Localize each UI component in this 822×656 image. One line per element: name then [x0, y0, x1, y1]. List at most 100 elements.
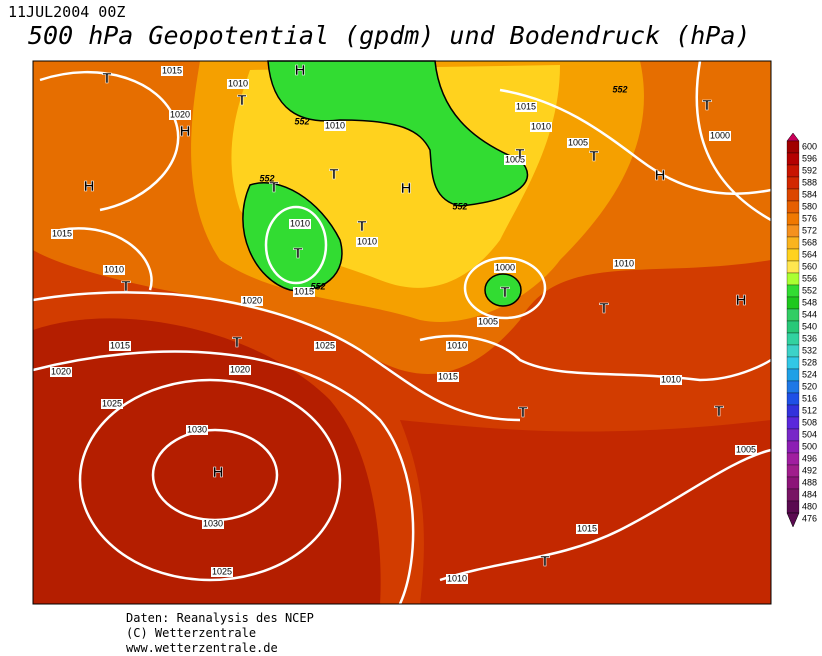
isobar-label-bg [446, 341, 468, 351]
colorbar-label: 584 [802, 189, 817, 199]
isobar-label-bg [477, 317, 499, 327]
isobar-label-bg [515, 102, 537, 112]
geopotential-label: 552 [259, 173, 274, 183]
isobar-label-bg [576, 524, 598, 534]
colorbar-label: 552 [802, 285, 817, 295]
colorbar-label: 508 [802, 417, 817, 427]
colorbar-swatch [786, 416, 800, 430]
isobar-label-bg [735, 445, 757, 455]
pressure-center: T [237, 92, 246, 109]
colorbar-label: 576 [802, 213, 817, 223]
isobar-label: 1005 [736, 444, 756, 454]
colorbar-swatch [786, 464, 800, 478]
isobar-label-bg [613, 259, 635, 269]
pressure-center: T [329, 166, 338, 183]
isobar-label-bg [437, 372, 459, 382]
isobar-label: 1020 [170, 109, 190, 119]
colorbar-bottom [786, 512, 800, 528]
isobar-label: 1005 [478, 316, 498, 326]
colorbar-swatch [786, 236, 800, 250]
isobar-label-bg [229, 365, 251, 375]
isobar-label-bg [324, 121, 346, 131]
colorbar-swatch [786, 356, 800, 370]
pressure-center: T [589, 148, 598, 165]
colorbar-label: 484 [802, 489, 817, 499]
colorbar-label: 524 [802, 369, 817, 379]
isobar-label: 1010 [661, 374, 681, 384]
colorbar-swatch [786, 320, 800, 334]
isobar-label-bg [50, 367, 72, 377]
isobar-label: 1025 [102, 398, 122, 408]
colorbar-swatch [786, 392, 800, 406]
isobar-label: 1030 [187, 424, 207, 434]
isobar-label: 1010 [357, 236, 377, 246]
pressure-center: H [295, 62, 306, 79]
colorbar-label: 568 [802, 237, 817, 247]
isobar-label-bg [101, 399, 123, 409]
isobar-label-bg [202, 519, 224, 529]
colorbar-label: 600 [802, 141, 817, 151]
isobar-label: 1015 [577, 523, 597, 533]
colorbar-swatch [786, 368, 800, 382]
colorbar-swatch [786, 488, 800, 502]
pressure-center: T [232, 334, 241, 351]
map-frame [32, 60, 772, 605]
pressure-center: T [540, 553, 549, 570]
isobar-label-bg [186, 425, 208, 435]
isobar-label: 1015 [438, 371, 458, 381]
isobar-label: 1010 [531, 121, 551, 131]
isobar-label: 1015 [294, 286, 314, 296]
pressure-center: T [102, 70, 111, 87]
isobar-label-bg [103, 265, 125, 275]
colorbar-swatch [786, 500, 800, 514]
pressure-center: T [357, 218, 366, 235]
isobar-label-bg [356, 237, 378, 247]
isobar-label: 1015 [110, 340, 130, 350]
colorbar-swatch [786, 332, 800, 346]
isobar-label: 1010 [447, 340, 467, 350]
isobar-label: 1025 [212, 566, 232, 576]
isobar-label: 1015 [52, 228, 72, 238]
colorbar-swatch [786, 440, 800, 454]
isobar-label-bg [161, 66, 183, 76]
colorbar-label: 544 [802, 309, 817, 319]
colorbar-label: 488 [802, 477, 817, 487]
colorbar-swatch [786, 164, 800, 178]
colorbar-label: 492 [802, 465, 817, 475]
colorbar-swatch [786, 152, 800, 166]
isobar-label-bg [504, 155, 526, 165]
pressure-center: T [518, 404, 527, 421]
isobar-label: 1020 [51, 366, 71, 376]
isobar-label: 1010 [325, 120, 345, 130]
pressure-center: T [702, 97, 711, 114]
isobar-label: 1000 [495, 262, 515, 272]
isobar-label-bg [709, 131, 731, 141]
colorbar-swatch [786, 284, 800, 298]
pressure-center: T [121, 278, 130, 295]
isobar-label: 1010 [228, 78, 248, 88]
title: 500 hPa Geopotential (gpdm) und Bodendru… [28, 21, 750, 50]
colorbar-label: 592 [802, 165, 817, 175]
isobar-label-bg [567, 138, 589, 148]
isobar-label-bg [169, 110, 191, 120]
colorbar-swatch [786, 380, 800, 394]
colorbar-label: 476 [802, 513, 817, 523]
colorbar-label: 528 [802, 357, 817, 367]
isobar-label-bg [530, 122, 552, 132]
isobar-label: 1010 [290, 218, 310, 228]
pressure-center: T [714, 403, 723, 420]
pressure-center: T [500, 284, 509, 301]
pressure-center: H [180, 123, 191, 140]
geopotential-label: 552 [310, 281, 325, 291]
isobar-label: 1015 [162, 65, 182, 75]
colorbar-swatch [786, 452, 800, 466]
pressure-center: T [599, 300, 608, 317]
map-background [32, 60, 772, 605]
isobar-label: 1020 [230, 364, 250, 374]
colorbar-label: 572 [802, 225, 817, 235]
pressure-center: T [515, 146, 524, 163]
pressure-center: H [401, 180, 412, 197]
colorbar-label: 516 [802, 393, 817, 403]
